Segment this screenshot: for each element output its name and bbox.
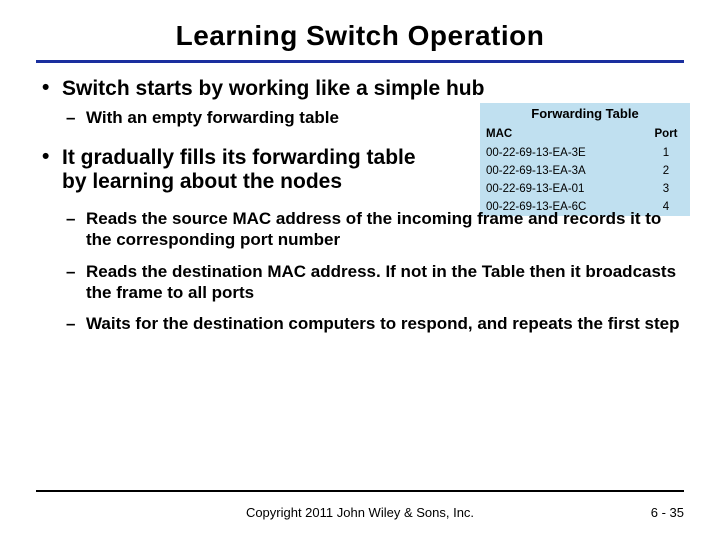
left-text-block: With an empty forwarding table <box>62 101 470 138</box>
page-number: 6 - 35 <box>651 505 684 520</box>
copyright-text: Copyright 2011 John Wiley & Sons, Inc. <box>246 505 474 520</box>
bullet-2-sub-2: Reads the destination MAC address. If no… <box>62 261 684 304</box>
bullet-1-sublist: With an empty forwarding table <box>62 107 470 128</box>
forwarding-table-caption: Forwarding Table <box>480 103 690 124</box>
bullet-1-text: Switch starts by working like a simple h… <box>62 77 484 100</box>
bullet-list: Switch starts by working like a simple h… <box>36 77 684 334</box>
slide-title: Learning Switch Operation <box>36 20 684 52</box>
bullet-2-sub-1: Reads the source MAC address of the inco… <box>62 208 684 251</box>
bullet-2: It gradually fills its forwarding table … <box>36 146 684 334</box>
slide-content: Switch starts by working like a simple h… <box>36 77 684 334</box>
bullet-1-sub-1: With an empty forwarding table <box>62 107 470 128</box>
col-mac: MAC <box>480 124 642 144</box>
bullet-2-text: It gradually fills its forwarding table … <box>62 146 430 194</box>
footer: Copyright 2011 John Wiley & Sons, Inc. 6… <box>36 505 684 520</box>
title-divider <box>36 60 684 63</box>
table-header-row: MAC Port <box>480 124 690 144</box>
bullet-2-sub-3: Waits for the destination computers to r… <box>62 313 684 334</box>
footer-divider <box>36 490 684 492</box>
bullet-2-sublist: Reads the source MAC address of the inco… <box>62 208 684 334</box>
col-port: Port <box>642 124 690 144</box>
